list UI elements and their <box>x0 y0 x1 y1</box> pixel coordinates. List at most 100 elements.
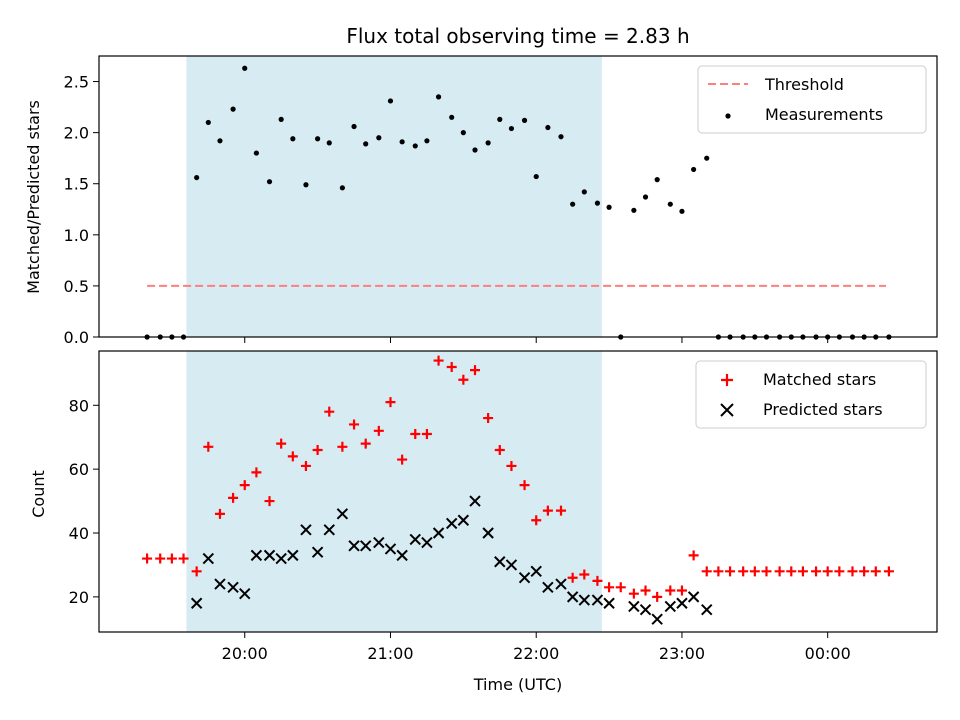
legend-measurement-label: Measurements <box>765 105 883 124</box>
measurement-point <box>570 201 576 207</box>
predicted-star-point <box>651 613 663 625</box>
matched-star-point <box>688 550 699 561</box>
predicted-star-point <box>687 591 700 603</box>
plot-frame <box>98 350 938 633</box>
y-tick-label: 1.0 <box>64 226 89 245</box>
matched-star-point <box>191 566 202 577</box>
measurement-point <box>230 106 236 112</box>
matched-star-point <box>312 444 323 455</box>
matched-star-point <box>433 355 444 366</box>
y-tick-label: 60 <box>69 460 89 479</box>
matched-star-point <box>822 566 833 577</box>
predicted-star-point <box>676 597 688 609</box>
matched-star-point <box>155 553 166 564</box>
predicted-star-point <box>603 597 615 609</box>
predicted-star-point <box>518 572 531 584</box>
y-tick-label: 0.0 <box>64 328 89 347</box>
matched-star-point <box>555 505 566 516</box>
measurement-point <box>205 119 211 126</box>
measurement-point <box>667 201 673 207</box>
matched-star-point <box>604 582 615 593</box>
matched-star-point <box>214 508 225 519</box>
matched-star-point <box>531 515 542 526</box>
predicted-star-point <box>250 549 263 562</box>
matched-star-point <box>287 451 298 462</box>
y-tick-label: 0.5 <box>64 277 89 296</box>
matched-star-point <box>749 566 760 577</box>
predicted-star-point <box>227 581 239 594</box>
matched-star-point <box>373 425 384 436</box>
matched-star-point <box>349 419 360 430</box>
matched-star-point <box>178 553 189 564</box>
predicted-star-point <box>348 540 360 552</box>
measurement-point <box>497 116 503 122</box>
measurement-point <box>642 194 649 200</box>
matched-star-point <box>761 566 772 577</box>
matched-star-point <box>142 553 153 564</box>
predicted-star-point <box>555 578 567 590</box>
x-tick-label: 00:00 <box>805 644 851 663</box>
matched-star-point <box>397 454 408 465</box>
predicted-star-point <box>591 594 604 606</box>
measurement-point <box>508 125 515 132</box>
shaded-interval <box>186 351 602 632</box>
predicted-star-point <box>190 597 203 609</box>
matched-star-point <box>847 566 858 577</box>
measurement-point <box>339 185 345 191</box>
predicted-star-point <box>505 559 518 571</box>
predicted-star-point <box>578 594 591 606</box>
matched-star-point <box>542 505 553 516</box>
matched-star-point <box>652 591 663 602</box>
measurement-point <box>449 114 455 120</box>
predicted-star-point <box>239 587 251 600</box>
y-tick-label: 2.5 <box>64 73 89 92</box>
matched-star-point <box>385 397 396 408</box>
predicted-star-point <box>701 603 713 616</box>
measurement-point <box>363 141 369 147</box>
measurement-point <box>581 189 587 195</box>
x-tick-label: 20:00 <box>222 644 268 663</box>
measurement-point <box>315 136 321 142</box>
matched-star-point <box>470 365 481 376</box>
predicted-star-point <box>396 549 408 562</box>
matched-star-point <box>276 438 287 449</box>
measurement-point <box>521 117 528 123</box>
y-tick-label: 1.5 <box>64 175 89 194</box>
measurement-point <box>424 138 430 144</box>
matched-star-point <box>251 467 262 478</box>
matched-star-point <box>300 460 311 471</box>
predicted-star-point <box>263 549 276 562</box>
matched-star-point <box>579 569 590 580</box>
predicted-star-point <box>421 536 433 549</box>
x-tick-label: 21:00 <box>367 644 413 663</box>
predicted-star-point <box>409 533 421 546</box>
measurement-point <box>654 177 660 183</box>
legend-predicted-swatch <box>720 403 734 417</box>
predicted-star-point <box>542 581 554 594</box>
matched-star-point <box>264 496 275 507</box>
predicted-star-point <box>359 540 372 552</box>
measurement-point <box>704 155 710 161</box>
matched-star-point <box>870 566 881 577</box>
legend-measurement-swatch <box>725 113 731 119</box>
matched-star-point <box>725 566 736 577</box>
predicted-star-point <box>628 600 640 613</box>
matched-star-point <box>628 588 639 599</box>
measurement-point <box>460 130 466 136</box>
y-tick-label: 20 <box>69 588 89 607</box>
matched-star-point <box>166 553 177 564</box>
matched-star-point <box>337 441 348 452</box>
matched-star-point <box>701 566 712 577</box>
measurement-point <box>376 135 382 141</box>
matched-star-point <box>859 566 870 577</box>
x-tick-label: 23:00 <box>659 644 705 663</box>
x-axis-label: Time (UTC) <box>473 675 562 694</box>
measurement-point <box>217 138 223 144</box>
measurement-point <box>194 174 200 181</box>
matched-star-point <box>615 582 626 593</box>
matched-star-point <box>360 438 371 449</box>
predicted-star-point <box>494 556 506 568</box>
predicted-star-point <box>482 527 494 539</box>
y-axis-label-count: Count <box>29 470 48 518</box>
predicted-star-point <box>311 546 324 558</box>
